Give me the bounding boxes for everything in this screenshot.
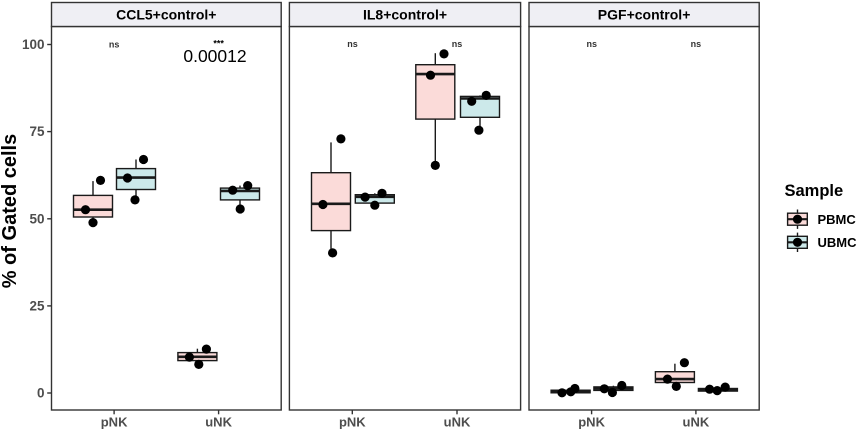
svg-text:25: 25 (29, 299, 45, 314)
svg-text:0.00012: 0.00012 (183, 46, 246, 66)
svg-text:uNK: uNK (683, 415, 710, 430)
svg-text:100: 100 (22, 37, 45, 52)
svg-text:ns: ns (452, 39, 463, 49)
svg-text:IL8+control+: IL8+control+ (363, 7, 447, 23)
svg-text:UBMC: UBMC (818, 235, 858, 250)
svg-text:pNK: pNK (339, 415, 366, 430)
svg-text:PBMC: PBMC (818, 212, 857, 227)
svg-text:uNK: uNK (444, 415, 471, 430)
svg-text:pNK: pNK (101, 415, 128, 430)
svg-text:% of Gated cells: % of Gated cells (0, 134, 21, 289)
svg-text:75: 75 (29, 124, 45, 139)
svg-text:pNK: pNK (578, 415, 605, 430)
svg-text:ns: ns (691, 39, 702, 49)
svg-text:Sample: Sample (785, 182, 844, 200)
svg-text:ns: ns (587, 39, 598, 49)
svg-text:0: 0 (37, 386, 45, 401)
svg-text:ns: ns (347, 39, 358, 49)
svg-text:PGF+control+: PGF+control+ (598, 7, 691, 23)
svg-text:uNK: uNK (205, 415, 232, 430)
svg-text:50: 50 (29, 211, 44, 226)
svg-text:***: *** (213, 39, 224, 49)
svg-text:CCL5+control+: CCL5+control+ (116, 7, 216, 23)
svg-text:ns: ns (109, 40, 120, 50)
